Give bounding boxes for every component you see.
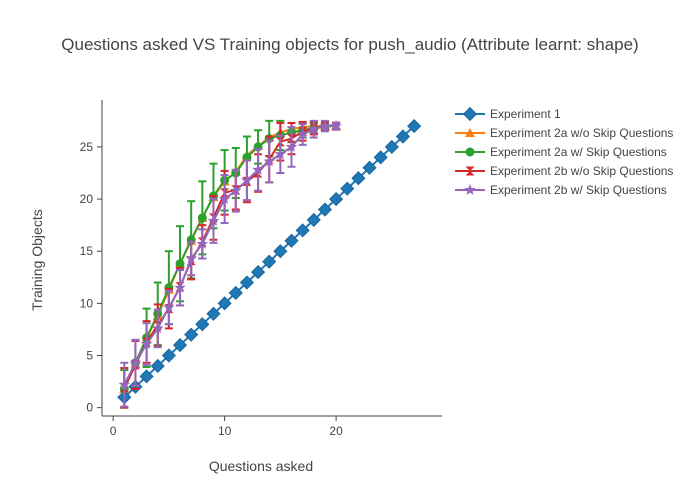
x-axis-title: Questions asked [209, 458, 313, 474]
y-tick-label: 25 [80, 140, 94, 154]
series-5 [118, 119, 342, 408]
legend-label: Experiment 2a w/ Skip Questions [490, 145, 667, 159]
data-point [330, 120, 342, 131]
legend-marker [465, 166, 475, 176]
data-point [239, 275, 254, 290]
x-tick-label: 10 [218, 424, 232, 438]
legend[interactable]: Experiment 1 Experiment 2a w/o Skip Quest… [455, 106, 673, 197]
series-line [123, 125, 337, 390]
legend-marker [465, 128, 475, 137]
data-point [285, 140, 298, 152]
legend-marker [462, 106, 478, 122]
plot-area [117, 119, 422, 409]
data-point [174, 281, 186, 293]
y-tick-label: 10 [80, 296, 94, 310]
data-point [362, 160, 377, 175]
data-point [308, 123, 320, 135]
data-point [274, 148, 287, 160]
data-point [139, 369, 154, 384]
data-point [197, 213, 207, 223]
data-point [172, 338, 188, 353]
data-point [373, 150, 388, 165]
data-point [395, 129, 411, 144]
data-point [228, 285, 243, 301]
legend-item[interactable]: Experiment 2b w/ Skip Questions [455, 183, 667, 197]
data-point [263, 155, 275, 167]
data-point [384, 139, 399, 154]
data-point [161, 348, 176, 363]
y-tick-label: 15 [80, 244, 94, 258]
data-point [217, 296, 232, 311]
legend-item[interactable]: Experiment 2a w/ Skip Questions [455, 145, 667, 159]
axes: 0 10 20 0 5 10 15 20 25 [80, 100, 442, 438]
data-point [195, 317, 210, 332]
legend-label: Experiment 1 [490, 107, 561, 121]
legend-label: Experiment 2a w/o Skip Questions [490, 126, 673, 140]
legend-marker [464, 184, 476, 195]
legend-item[interactable]: Experiment 2b w/o Skip Questions [455, 164, 673, 178]
y-axis-title: Training Objects [29, 209, 45, 310]
data-point [251, 265, 266, 280]
data-point [196, 237, 209, 249]
x-tick-label: 0 [110, 424, 117, 438]
legend-label: Experiment 2b w/ Skip Questions [490, 183, 667, 197]
data-point [295, 223, 310, 238]
data-point [273, 244, 288, 259]
data-point [329, 192, 344, 207]
data-point [407, 119, 422, 134]
data-point [218, 193, 231, 204]
data-point [184, 327, 199, 342]
legend-marker [465, 147, 475, 157]
legend-item[interactable]: Experiment 2a w/o Skip Questions [455, 126, 673, 140]
data-point [129, 356, 142, 368]
data-point [207, 214, 220, 226]
data-point [319, 120, 331, 131]
data-point [175, 259, 185, 269]
series-3 [119, 119, 330, 409]
legend-label: Experiment 2b w/o Skip Questions [490, 164, 673, 178]
y-tick-label: 20 [80, 192, 94, 206]
data-point [241, 174, 253, 186]
y-tick-label: 5 [86, 349, 93, 363]
data-point [306, 212, 321, 227]
data-point [296, 128, 309, 140]
data-point [284, 233, 299, 248]
data-point [262, 254, 277, 269]
data-point [317, 202, 333, 217]
data-point [340, 181, 355, 196]
data-point [351, 171, 366, 186]
data-point [185, 252, 197, 264]
data-point [152, 322, 164, 334]
series-2 [119, 121, 342, 393]
series-line [123, 125, 337, 389]
x-tick-label: 20 [329, 424, 343, 438]
chart-title: Questions asked VS Training objects for … [61, 35, 638, 54]
data-point [163, 301, 175, 313]
data-point [252, 163, 264, 175]
data-point [230, 184, 242, 196]
legend-item[interactable]: Experiment 1 [455, 106, 561, 122]
data-point [150, 358, 165, 374]
data-point [206, 306, 221, 321]
y-tick-label: 0 [86, 401, 93, 415]
data-point [118, 378, 130, 390]
data-point [140, 338, 153, 349]
